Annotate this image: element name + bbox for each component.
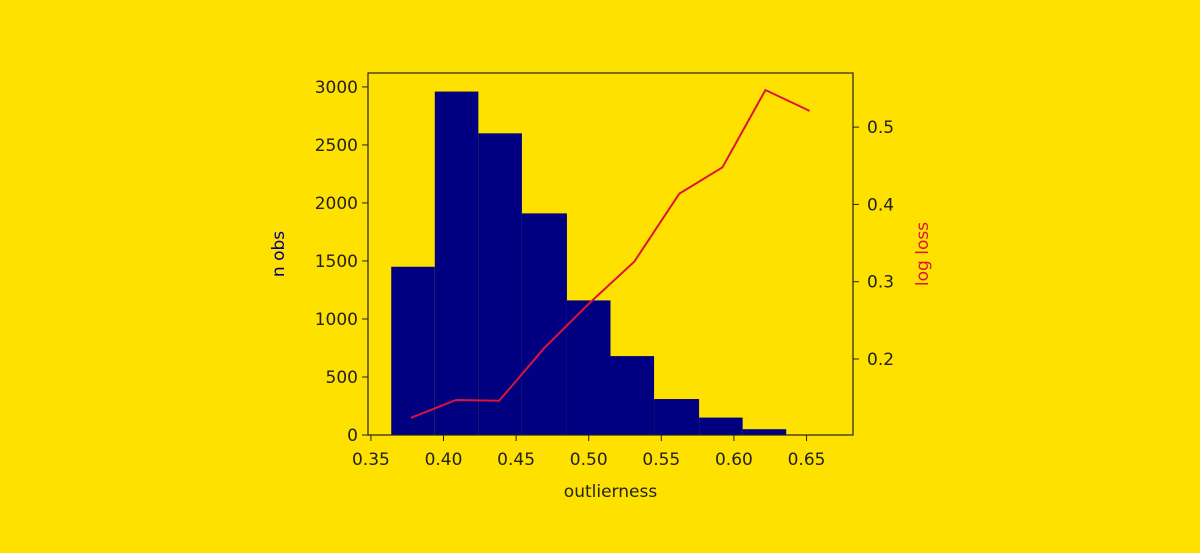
bar xyxy=(521,213,567,435)
bar xyxy=(699,417,743,435)
bar xyxy=(742,429,787,435)
x-tick-label: 0.55 xyxy=(642,450,680,470)
y-tick-label: 3000 xyxy=(315,78,358,98)
plot-frame xyxy=(367,72,854,436)
y-tick-label: 2000 xyxy=(315,194,358,214)
x-tick-label: 0.60 xyxy=(715,450,753,470)
y2-tick-label: 0.4 xyxy=(867,195,894,215)
x-tick-label: 0.45 xyxy=(497,450,535,470)
y2-tick-label: 0.2 xyxy=(867,350,894,370)
y2-tick-label: 0.5 xyxy=(867,118,894,138)
line xyxy=(410,88,811,419)
bar xyxy=(391,266,435,435)
x-tick-label: 0.35 xyxy=(352,450,390,470)
bar xyxy=(566,300,611,435)
y2-tick-label: 0.3 xyxy=(867,273,894,293)
y-tick-label: 500 xyxy=(326,368,358,388)
bar xyxy=(478,133,522,436)
bar xyxy=(654,399,700,435)
y-tick-label: 1500 xyxy=(315,252,358,272)
bar xyxy=(434,91,479,436)
x-tick-label: 0.65 xyxy=(788,450,826,470)
y-tick-label: 0 xyxy=(347,426,358,446)
x-tick-label: 0.40 xyxy=(425,450,463,470)
y-tick-label: 2500 xyxy=(315,136,358,156)
y2-axis-label: log loss xyxy=(913,222,933,286)
y-tick-label: 1000 xyxy=(315,310,358,330)
x-tick-label: 0.50 xyxy=(570,450,608,470)
y-axis-label: n obs xyxy=(269,231,289,277)
bar xyxy=(610,356,655,435)
x-axis-label: outlierness xyxy=(564,482,658,502)
